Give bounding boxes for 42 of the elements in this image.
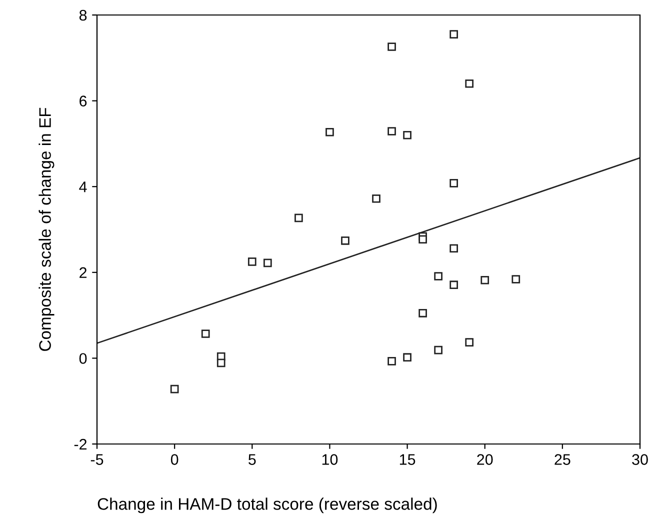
point [388, 127, 396, 136]
x-tick-label: 10 [322, 454, 338, 465]
point [465, 79, 474, 88]
x-tick-label: 0 [170, 454, 178, 465]
x-axis-title: Change in HAM-D total score (reverse scaled) [98, 498, 437, 514]
point [512, 275, 520, 284]
point [480, 276, 490, 284]
y-tick-label: 2 [80, 267, 87, 278]
point [294, 214, 303, 222]
y-tick-label: -2 [74, 438, 87, 450]
y-tick-label: 8 [79, 10, 87, 21]
x-tick-label: 25 [554, 454, 570, 465]
x-tick-label: 30 [632, 454, 648, 465]
point [418, 308, 427, 318]
x-tick-label: -5 [90, 454, 104, 465]
point [450, 244, 458, 253]
point [450, 179, 458, 188]
point [465, 338, 474, 346]
point [434, 272, 442, 280]
point [372, 194, 380, 203]
point [450, 280, 458, 290]
point [341, 236, 350, 245]
point [418, 235, 427, 244]
point [388, 42, 396, 51]
point [263, 258, 272, 268]
x-tick-label: 5 [248, 454, 256, 465]
point [170, 384, 179, 394]
point [450, 30, 458, 38]
x-tick-label: 20 [477, 454, 493, 465]
point [326, 128, 334, 136]
point [403, 353, 412, 362]
point [434, 346, 442, 354]
y-axis-title: Composite scale of change in EF [38, 108, 54, 351]
point [403, 130, 412, 140]
point [248, 258, 256, 266]
point [216, 358, 226, 368]
point [201, 330, 210, 338]
y-tick-label: 0 [79, 353, 87, 364]
y-tick-label: 6 [80, 96, 87, 106]
point [388, 357, 396, 366]
y-tick-label: 4 [79, 182, 87, 192]
x-tick-label: 15 [400, 454, 416, 465]
